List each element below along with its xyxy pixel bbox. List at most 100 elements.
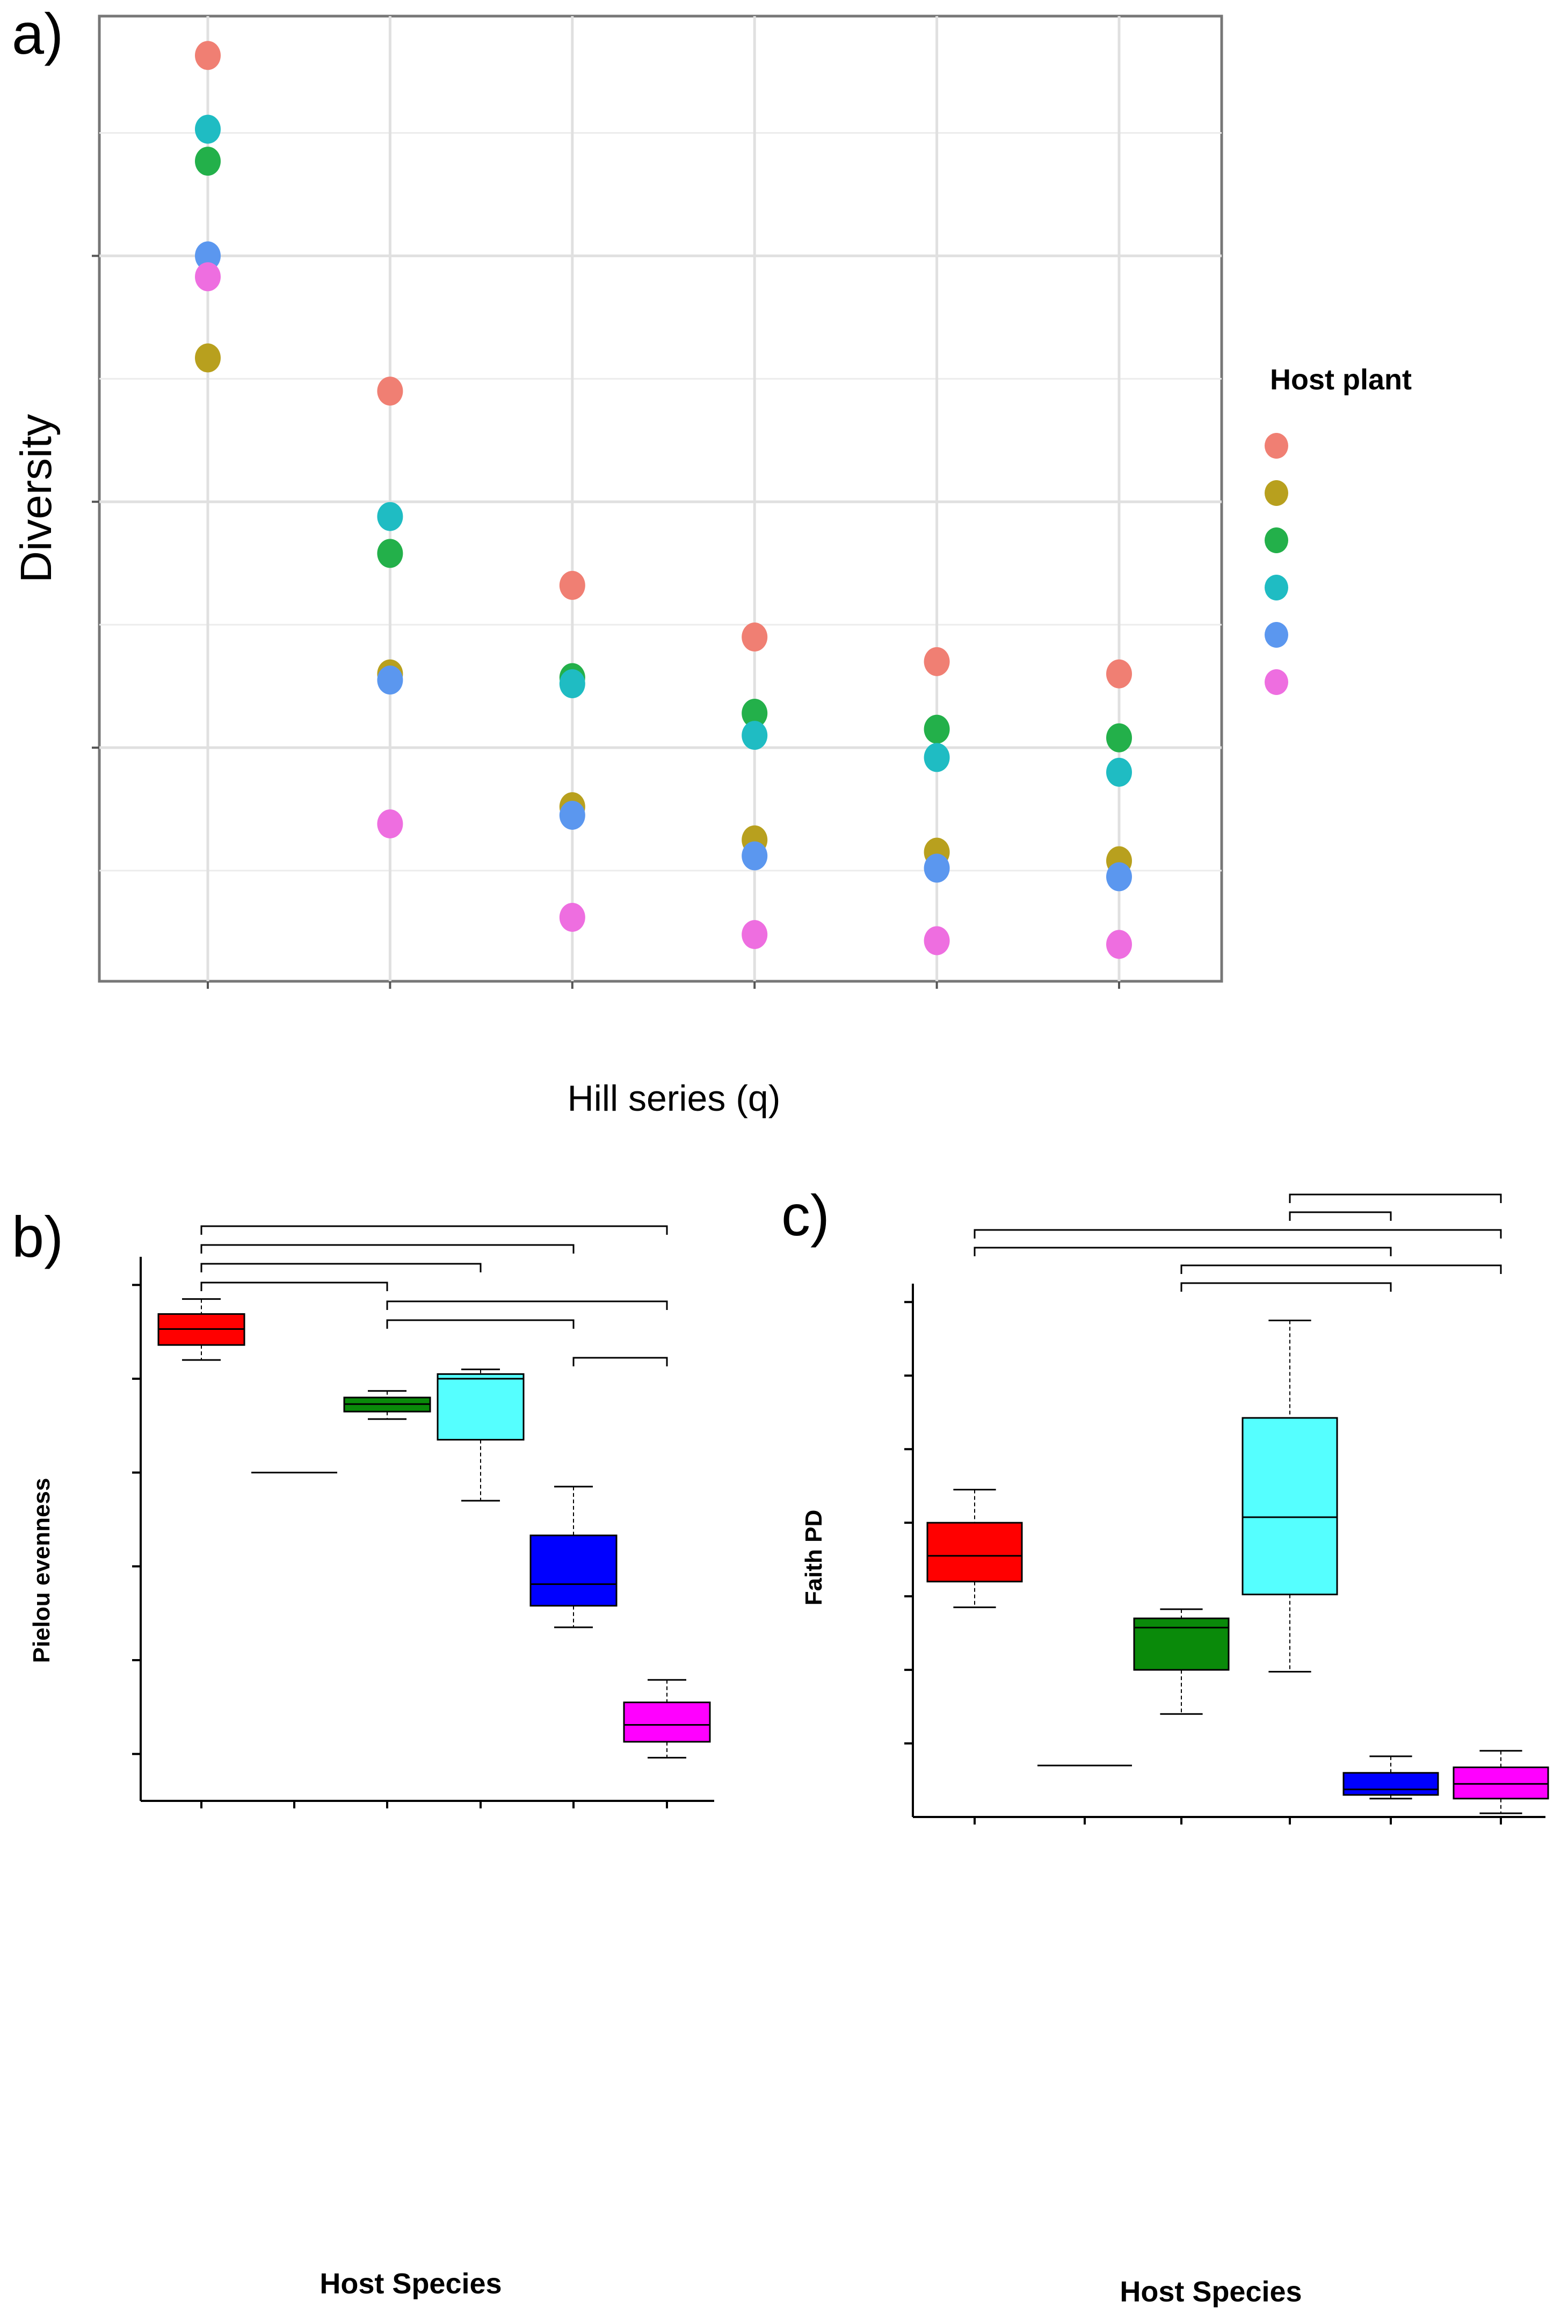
box-iqr [1242, 1417, 1338, 1596]
point-leptolobium-dasycarpum [924, 714, 950, 744]
panel-c-significance [974, 1193, 1502, 1292]
panel-a-y-axis-label: Diversity [12, 414, 61, 583]
point-ouratea-hexasperma [377, 502, 403, 531]
point-leptolobium-dasycarpum [1106, 723, 1132, 752]
significance-bracket [200, 1225, 668, 1235]
point-qualea-parviflora [377, 665, 403, 695]
significance-bracket [974, 1247, 1392, 1256]
panel-c-y-ticks [904, 1301, 913, 1745]
legend-key-styrax-ferrugineus [1265, 669, 1288, 695]
box-leptolobium-dasycarpum-n-3 [1133, 1608, 1230, 1715]
point-leptolobium-dasycarpum [742, 698, 768, 728]
panel-a-x-ticks [207, 981, 1120, 989]
significance-bracket [386, 1300, 668, 1310]
panel-c-boxes [926, 1319, 1549, 1814]
box-iqr [437, 1373, 525, 1441]
point-ouratea-hexasperma [742, 721, 768, 750]
panel-a-y-ticks [92, 255, 99, 749]
panel-c-x-ticks [974, 1817, 1502, 1825]
point-caryocar-brasiliese [195, 41, 221, 70]
point-styrax-ferrugineus [1106, 930, 1132, 959]
significance-bracket [1180, 1282, 1392, 1292]
box-qualea-parviflora-n-3 [529, 1486, 618, 1628]
significance-bracket [200, 1244, 575, 1254]
legend-key-leptolobium-dasycarpum [1265, 527, 1288, 553]
bracket-line [1180, 1282, 1392, 1292]
significance-bracket [974, 1229, 1502, 1239]
bracket-line [200, 1263, 482, 1272]
point-qualea-parviflora [924, 853, 950, 883]
box-iqr [1453, 1766, 1549, 1800]
significance-bracket [386, 1319, 575, 1329]
bracket-line [386, 1300, 668, 1310]
bracket-line [1289, 1193, 1502, 1203]
point-ouratea-hexasperma [195, 114, 221, 144]
point-caryocar-brasiliese [377, 377, 403, 406]
panel-b-x-ticks [200, 1801, 668, 1808]
box-ouratea-hexasperma-n-3 [437, 1369, 525, 1502]
bracket-line [974, 1229, 1502, 1239]
point-ouratea-hexasperma [924, 743, 950, 772]
bracket-line [200, 1225, 668, 1235]
point-ouratea-hexasperma [1106, 757, 1132, 787]
panel-b-significance [200, 1225, 668, 1366]
box-leptolobium-dasycarpum-n-3 [343, 1390, 431, 1420]
bracket-line [200, 1282, 388, 1291]
legend-key-qualea-parviflora [1265, 622, 1288, 648]
panel-b-y-axis-label: Pielou evenness [28, 1478, 55, 1663]
bracket-line [200, 1244, 575, 1254]
box-iqr [529, 1534, 618, 1607]
point-styrax-ferrugineus [559, 902, 585, 932]
panel-a: a) Diversity Hill series (q) Host plant [12, 1, 1412, 1119]
point-styrax-ferrugineus [742, 920, 768, 950]
bracket-line [974, 1247, 1392, 1256]
panel-c-y-axis-label: Faith PD [801, 1510, 827, 1605]
box-iqr [1342, 1772, 1439, 1796]
panel-b: b) Pielou evenness Host Species [12, 1204, 714, 2300]
point-styrax-ferrugineus [924, 926, 950, 955]
point-caryocar-brasiliese [742, 622, 768, 652]
point-qualea-parviflora [559, 800, 585, 830]
point-qualea-parviflora [742, 841, 768, 871]
point-styrax-ferrugineus [195, 262, 221, 292]
legend-title: Host plant [1270, 364, 1412, 396]
box-iqr [926, 1522, 1023, 1583]
panel-b-y-ticks [132, 1284, 141, 1755]
panel-c-x-axis-label: Host Species [1120, 2276, 1302, 2308]
significance-bracket [1180, 1264, 1502, 1274]
box-iqr [623, 1702, 711, 1743]
box-qualea-parviflora-n-3 [1342, 1755, 1439, 1800]
point-caryocar-brasiliese [1106, 659, 1132, 689]
point-leptolobium-dasycarpum [377, 539, 403, 568]
box-caryocar-brasiliense-n-3 [157, 1298, 245, 1361]
panel-a-x-axis-label: Hill series (q) [568, 1078, 781, 1119]
box-ouratea-hexasperma-n-3 [1242, 1319, 1338, 1673]
bracket-line [572, 1357, 668, 1366]
significance-bracket [200, 1282, 388, 1291]
box-iqr [1133, 1617, 1230, 1671]
bracket-line [386, 1319, 575, 1329]
legend-key-dalbergia-miscolobium [1265, 480, 1288, 506]
significance-bracket [572, 1357, 668, 1366]
panel-c-label: c) [781, 1183, 830, 1248]
panel-a-label: a) [12, 1, 63, 66]
panel-a-legend: Host plant [1265, 364, 1412, 695]
point-qualea-parviflora [195, 241, 221, 271]
panel-b-x-axis-label: Host Species [320, 2268, 502, 2300]
box-styrax-ferrugineus-n-3 [1453, 1750, 1549, 1814]
point-ouratea-hexasperma [559, 669, 585, 699]
panel-c: c) Faith PD Host Species [781, 1183, 1549, 2308]
point-styrax-ferrugineus [377, 809, 403, 838]
point-dalbergia-miscolobium [195, 343, 221, 373]
point-caryocar-brasiliese [559, 570, 585, 600]
bracket-line [1180, 1264, 1502, 1274]
significance-bracket [1289, 1211, 1392, 1221]
point-caryocar-brasiliese [924, 647, 950, 676]
box-caryocar-brasiliense-n-3 [926, 1489, 1023, 1609]
significance-bracket [200, 1263, 482, 1272]
panel-a-points [195, 41, 1132, 959]
panel-b-label: b) [12, 1204, 63, 1269]
box-styrax-ferrugineus-n-3 [623, 1679, 711, 1759]
point-leptolobium-dasycarpum [195, 147, 221, 176]
